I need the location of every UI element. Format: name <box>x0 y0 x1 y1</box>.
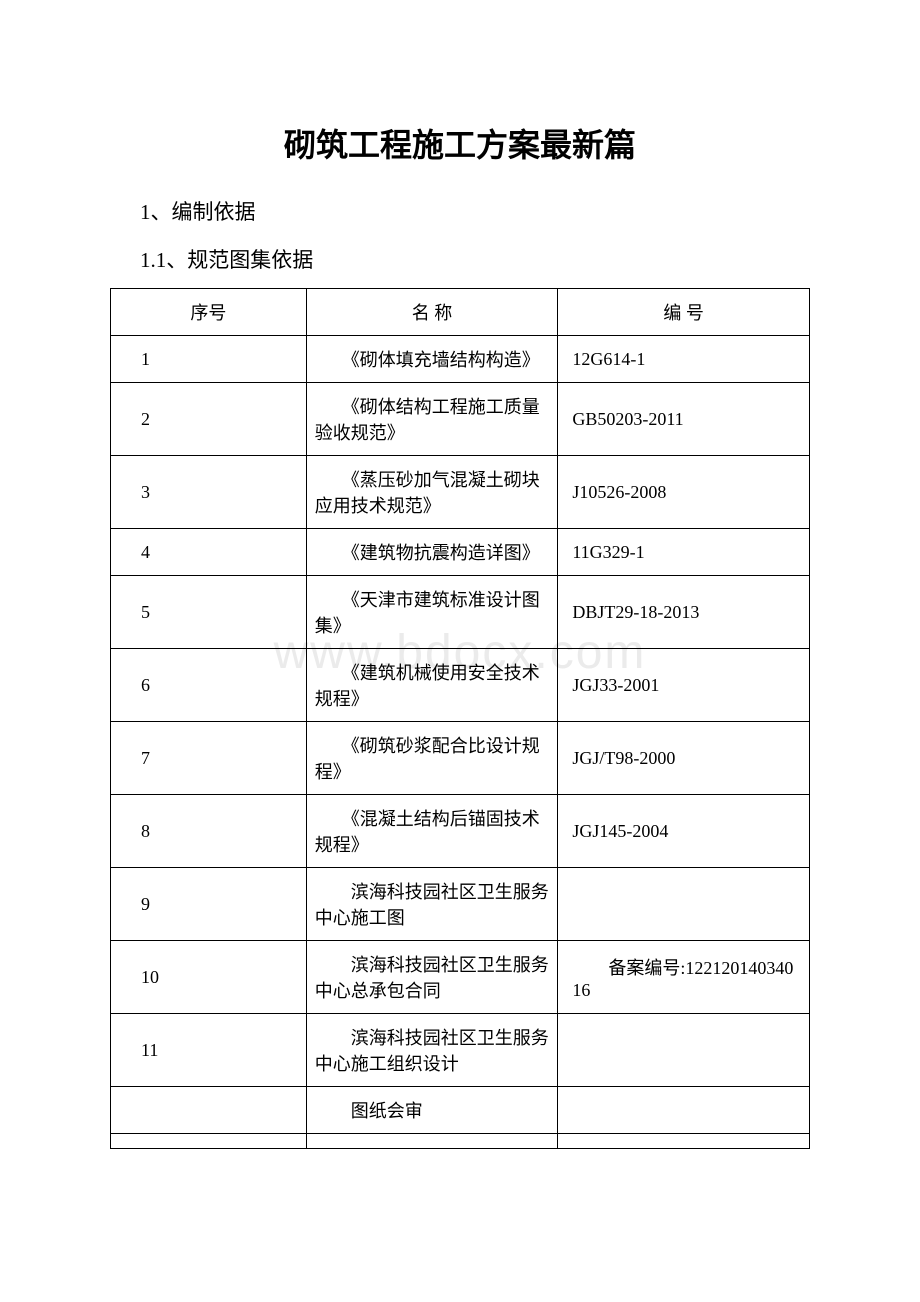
cell-code: JGJ145-2004 <box>558 795 810 868</box>
table-row: 10 滨海科技园社区卫生服务中心总承包合同 备案编号:1221201403401… <box>111 941 810 1014</box>
cell-code: 12G614-1 <box>558 336 810 383</box>
document-title: 砌筑工程施工方案最新篇 <box>110 120 810 166</box>
cell-seq: 1 <box>111 336 307 383</box>
cell-seq: 4 <box>111 529 307 576</box>
cell-code <box>558 868 810 941</box>
cell-seq: 2 <box>111 383 307 456</box>
header-name: 名 称 <box>306 289 558 336</box>
cell-name: 滨海科技园社区卫生服务中心施工图 <box>306 868 558 941</box>
cell-code: 11G329-1 <box>558 529 810 576</box>
cell-seq: 5 <box>111 576 307 649</box>
standards-table: 序号 名 称 编 号 1 《砌体填充墙结构构造》12G614-12 《砌体结构工… <box>110 288 810 1149</box>
cell-name: 《天津市建筑标准设计图集》 <box>306 576 558 649</box>
cell-code: JGJ33-2001 <box>558 649 810 722</box>
cell-code <box>558 1134 810 1149</box>
cell-name: 《砌筑砂浆配合比设计规程》 <box>306 722 558 795</box>
cell-name: 滨海科技园社区卫生服务中心施工组织设计 <box>306 1014 558 1087</box>
cell-name: 《砌体结构工程施工质量验收规范》 <box>306 383 558 456</box>
table-header-row: 序号 名 称 编 号 <box>111 289 810 336</box>
cell-code: JGJ/T98-2000 <box>558 722 810 795</box>
table-row: 8 《混凝土结构后锚固技术规程》JGJ145-2004 <box>111 795 810 868</box>
cell-name: 《建筑物抗震构造详图》 <box>306 529 558 576</box>
section-1-heading: 1、编制依据 <box>140 196 810 226</box>
cell-code: J10526-2008 <box>558 456 810 529</box>
cell-code <box>558 1014 810 1087</box>
cell-seq: 7 <box>111 722 307 795</box>
cell-seq: 10 <box>111 941 307 1014</box>
cell-code: DBJT29-18-2013 <box>558 576 810 649</box>
cell-name: 滨海科技园社区卫生服务中心总承包合同 <box>306 941 558 1014</box>
cell-seq <box>111 1087 307 1134</box>
cell-seq: 8 <box>111 795 307 868</box>
cell-code: GB50203-2011 <box>558 383 810 456</box>
cell-code: 备案编号:12212014034016 <box>558 941 810 1014</box>
cell-name: 《蒸压砂加气混凝土砌块应用技术规范》 <box>306 456 558 529</box>
cell-name <box>306 1134 558 1149</box>
cell-name: 图纸会审 <box>306 1087 558 1134</box>
table-row: 3 《蒸压砂加气混凝土砌块应用技术规范》J10526-2008 <box>111 456 810 529</box>
cell-seq <box>111 1134 307 1149</box>
table-row: 1 《砌体填充墙结构构造》12G614-1 <box>111 336 810 383</box>
section-1-1-heading: 1.1、规范图集依据 <box>140 244 810 274</box>
table-row: 4 《建筑物抗震构造详图》11G329-1 <box>111 529 810 576</box>
cell-seq: 6 <box>111 649 307 722</box>
table-row <box>111 1134 810 1149</box>
table-row: 7 《砌筑砂浆配合比设计规程》JGJ/T98-2000 <box>111 722 810 795</box>
cell-seq: 11 <box>111 1014 307 1087</box>
table-row: 图纸会审 <box>111 1087 810 1134</box>
table-row: 6 《建筑机械使用安全技术规程》JGJ33-2001 <box>111 649 810 722</box>
cell-name: 《混凝土结构后锚固技术规程》 <box>306 795 558 868</box>
cell-seq: 3 <box>111 456 307 529</box>
table-row: 2 《砌体结构工程施工质量验收规范》GB50203-2011 <box>111 383 810 456</box>
table-row: 5 《天津市建筑标准设计图集》DBJT29-18-2013 <box>111 576 810 649</box>
header-seq: 序号 <box>111 289 307 336</box>
cell-name: 《砌体填充墙结构构造》 <box>306 336 558 383</box>
table-row: 11 滨海科技园社区卫生服务中心施工组织设计 <box>111 1014 810 1087</box>
cell-code <box>558 1087 810 1134</box>
table-row: 9 滨海科技园社区卫生服务中心施工图 <box>111 868 810 941</box>
header-code: 编 号 <box>558 289 810 336</box>
cell-name: 《建筑机械使用安全技术规程》 <box>306 649 558 722</box>
cell-seq: 9 <box>111 868 307 941</box>
